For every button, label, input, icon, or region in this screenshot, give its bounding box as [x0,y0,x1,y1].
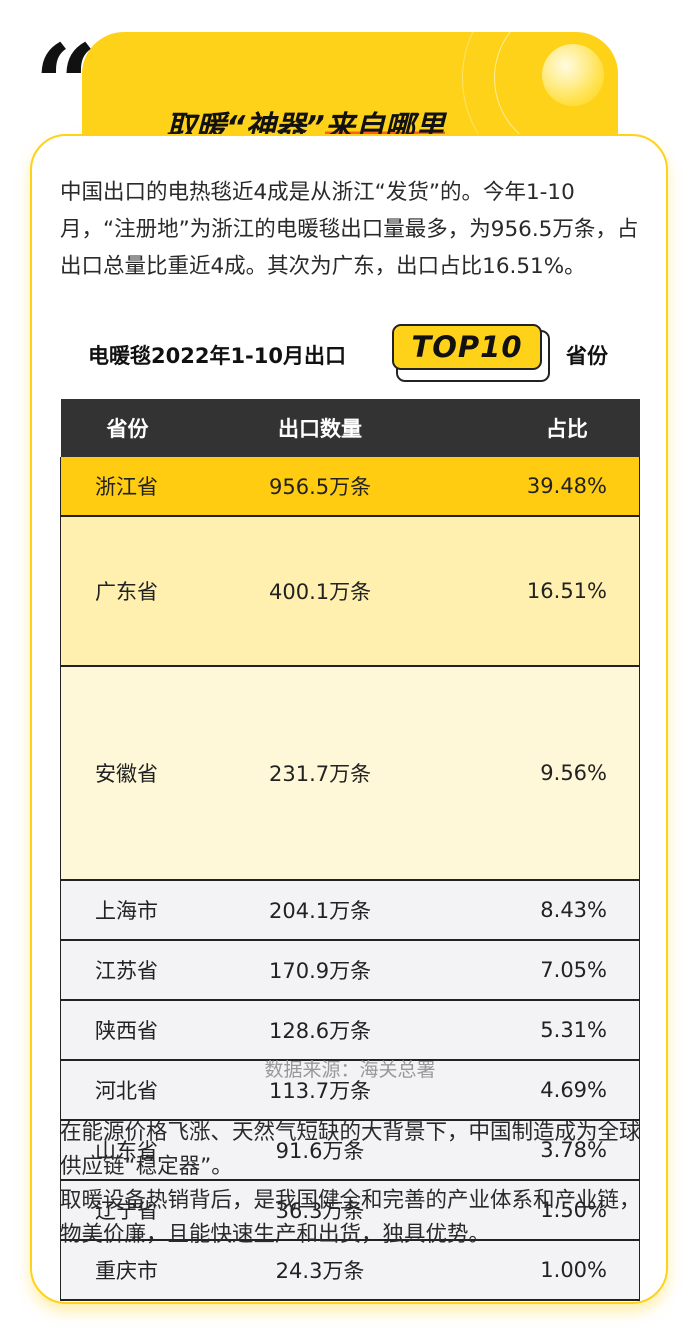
cell-share: 39.48% [440,457,641,517]
table-row: 广东省 400.1万条 16.51% [59,516,641,667]
cell-quantity: 400.1万条 [199,516,441,667]
cell-share: 8.43% [440,880,641,941]
export-table: 省份 出口数量 占比 浙江省 956.5万条 39.48% 广东省 400.1万… [59,399,641,1301]
cell-share: 16.51% [440,516,641,667]
table-row: 浙江省 956.5万条 39.48% [59,457,641,517]
cell-province: 重庆市 [59,1240,200,1301]
header-province: 省份 [60,399,200,457]
cell-quantity: 24.3万条 [199,1240,441,1301]
cell-province: 陕西省 [59,1000,200,1061]
cell-province: 山东省 [59,1120,200,1181]
top10-badge: TOP10 [392,324,550,382]
cell-share: 4.69% [440,1060,641,1121]
cell-quantity: 113.7万条 [199,1060,441,1121]
cell-province: 浙江省 [59,457,200,517]
table-row: 江苏省 170.9万条 7.05% [59,940,641,1001]
cell-province: 广东省 [59,516,200,667]
table-row: 山东省 91.6万条 3.78% [59,1120,641,1181]
cell-province: 河北省 [59,1060,200,1121]
header-quantity: 出口数量 [199,399,441,457]
table-row: 安徽省 231.7万条 9.56% [59,666,641,881]
outro-line-2: 取暖设备热销背后，是我国健全和完善的产业体系和产业链，物美价廉，且能快速生产和出… [60,1188,641,1247]
cell-quantity: 231.7万条 [199,666,441,881]
cell-share: 1.00% [440,1240,641,1301]
header-share: 占比 [440,399,640,457]
sun-icon [542,44,604,106]
cell-share: 7.05% [440,940,641,1001]
table-row: 河北省 113.7万条 4.69% [59,1060,641,1121]
intro-paragraph: 中国出口的电热毯近4成是从浙江“发货”的。今年1-10月，“注册地”为浙江的电暖… [60,180,639,279]
table-row: 重庆市 24.3万条 1.00% [59,1240,641,1301]
outro-paragraph: 在能源价格飞涨、天然气短缺的大背景下，中国制造成为全球供应链“稳定器”。 取暖设… [60,1116,650,1252]
cell-province: 安徽省 [59,666,200,881]
cell-quantity: 36.3万条 [199,1180,441,1241]
table-header-row: 省份 出口数量 占比 [60,399,640,457]
cell-share: 3.78% [440,1120,641,1181]
cell-share: 9.56% [440,666,641,881]
cell-quantity: 956.5万条 [199,457,441,517]
cell-quantity: 170.9万条 [199,940,441,1001]
table-row: 陕西省 128.6万条 5.31% [59,1000,641,1061]
table-row: 辽宁省 36.3万条 1.50% [59,1180,641,1241]
cell-share: 1.50% [440,1180,641,1241]
cell-province: 江苏省 [59,940,200,1001]
cell-quantity: 91.6万条 [199,1120,441,1181]
table-title: 电暖毯2022年1-10月出口 [88,344,346,368]
quote-marks-icon: “ [34,20,97,149]
cell-province: 上海市 [59,880,200,941]
outro-line-1: 在能源价格飞涨、天然气短缺的大背景下，中国制造成为全球供应链“稳定器”。 [60,1120,641,1179]
cell-share: 5.31% [440,1000,641,1061]
cell-quantity: 128.6万条 [199,1000,441,1061]
table-row: 上海市 204.1万条 8.43% [59,880,641,941]
table-title-suffix: 省份 [566,344,608,368]
cell-quantity: 204.1万条 [199,880,441,941]
data-source-note: 数据来源：海关总署 [264,1059,436,1081]
top10-badge-label: TOP10 [392,324,542,370]
cell-province: 辽宁省 [59,1180,200,1241]
